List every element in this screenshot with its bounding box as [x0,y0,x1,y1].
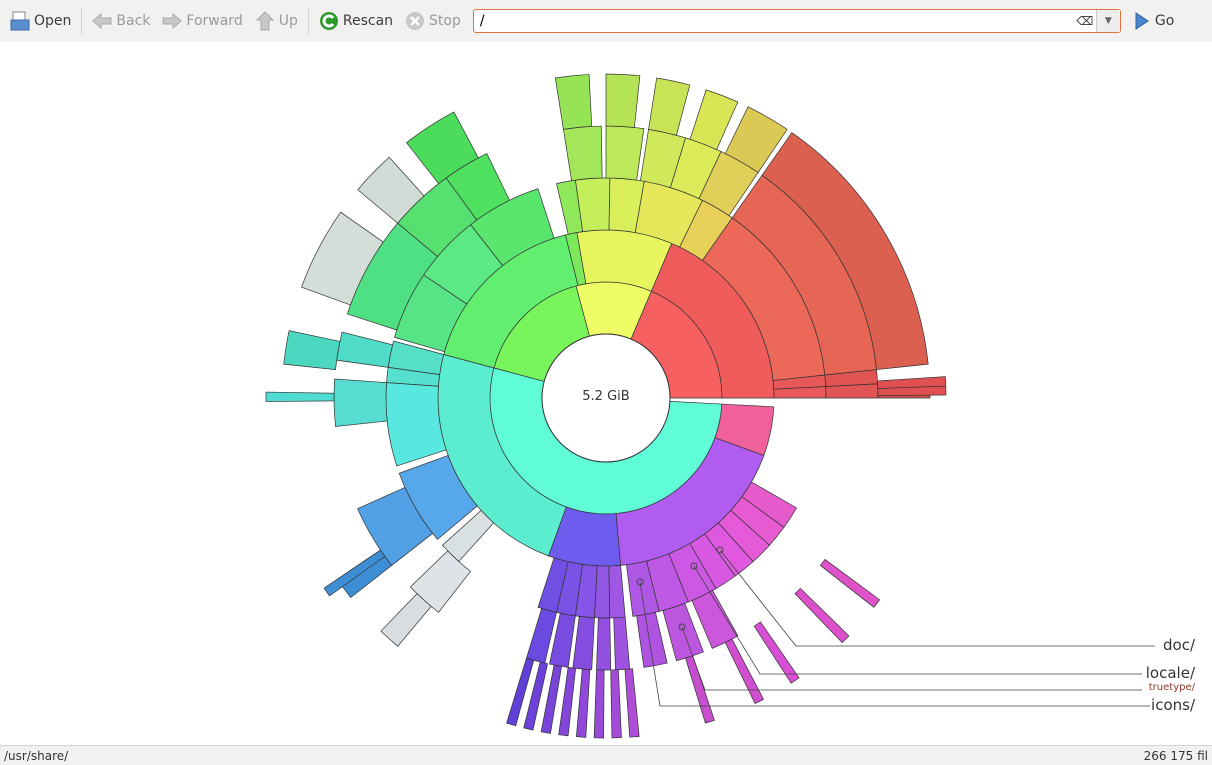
stop-icon [405,11,425,31]
ring-segment[interactable] [554,74,593,130]
ring-segment[interactable] [594,565,611,619]
label-icons[interactable]: icons/ [1151,696,1195,714]
rescan-button[interactable]: Rescan [313,5,399,37]
ring-segment[interactable] [613,616,631,671]
ring-segment[interactable] [265,391,335,402]
ring-segment[interactable] [662,602,704,662]
ring-segment[interactable] [714,403,775,456]
ring-segment[interactable] [648,77,691,136]
ring-segment[interactable] [593,669,605,739]
ring-segment[interactable] [685,655,715,724]
label-anchor [690,562,698,570]
status-bar: /usr/share/ 266 175 fil [0,745,1212,765]
ring-segment[interactable] [605,73,641,128]
status-path: /usr/share/ [4,749,69,763]
ring-segment[interactable] [724,638,764,705]
ring-segment[interactable] [346,222,438,331]
forward-label: Forward [186,13,243,29]
ring-segment[interactable] [357,156,425,224]
ring-segment[interactable] [323,549,386,597]
ring-segment[interactable] [540,664,562,734]
ring-segment[interactable] [333,378,388,427]
ring-segment[interactable] [877,376,947,389]
ring-segment[interactable] [575,668,591,738]
toolbar: Open Back Forward Up Rescan Stop ⌫ ▼ Go [0,0,1212,42]
ring-segment[interactable] [301,211,384,306]
open-label: Open [34,13,72,29]
label-leader-line [719,549,1155,647]
ring-segment[interactable] [409,550,472,613]
back-label: Back [116,13,151,29]
up-label: Up [278,13,298,29]
stop-label: Stop [429,13,461,29]
chevron-down-icon[interactable]: ▼ [1095,10,1120,32]
ring-segment[interactable] [572,615,595,670]
rescan-label: Rescan [342,13,394,29]
refresh-icon [319,11,339,31]
label-anchor [716,546,724,554]
label-truetype[interactable]: truetype/ [1148,682,1195,693]
arrow-left-icon [92,11,112,31]
separator [307,8,309,34]
ring-segment[interactable] [689,89,739,150]
ring-segment[interactable] [610,669,622,739]
ring-segment[interactable] [608,564,626,619]
ring-segment[interactable] [636,611,668,668]
ring-segment[interactable] [741,481,798,528]
ring-segment[interactable] [385,382,447,467]
ring-chart-svg[interactable] [0,42,1212,745]
label-anchor [636,578,644,586]
separator [81,8,83,34]
ring-segment[interactable] [753,621,800,684]
ring-segment[interactable] [596,617,612,671]
ring-segment[interactable] [398,455,478,540]
label-leader-line [639,581,1150,707]
ring-segment[interactable] [406,111,479,185]
clear-icon[interactable]: ⌫ [1076,14,1094,28]
stop-button[interactable]: Stop [399,5,467,37]
location-field: ⌫ ▼ [472,9,1121,33]
go-button[interactable]: Go [1125,5,1180,37]
label-anchor [678,623,686,631]
go-icon [1131,11,1151,31]
ring-segment[interactable] [794,587,850,644]
up-button[interactable]: Up [249,5,304,37]
location-input[interactable] [473,11,1074,31]
open-icon [10,11,30,31]
forward-button[interactable]: Forward [156,5,248,37]
ring-segment[interactable] [283,330,341,370]
ring-segment[interactable] [605,125,645,181]
ring-segment[interactable] [506,657,535,727]
ring-segment[interactable] [724,106,788,173]
status-count: 266 175 fil [1143,749,1208,763]
ring-segment[interactable] [336,331,393,368]
ring-segment[interactable] [563,125,603,182]
ring-segment[interactable] [761,132,929,370]
back-button[interactable]: Back [86,5,156,37]
go-label: Go [1154,13,1175,29]
ring-segment[interactable] [819,558,881,608]
arrow-up-icon [255,11,275,31]
ring-segment[interactable] [523,661,549,731]
arrow-right-icon [162,11,183,31]
open-button[interactable]: Open [4,5,77,37]
label-locale[interactable]: locale/ [1145,664,1195,682]
ring-segment[interactable] [691,589,739,649]
center-circle[interactable] [541,333,671,463]
ring-segment[interactable] [624,668,640,738]
label-leader-line [693,565,1142,675]
center-total-size: 5.2 GiB [582,389,630,404]
ring-chart[interactable]: doc/ locale/ truetype/ icons/ 5.2 GiB [0,42,1212,745]
label-leader-line [681,626,1142,691]
label-doc[interactable]: doc/ [1163,636,1195,654]
ring-segment[interactable] [558,666,577,737]
ring-segment[interactable] [380,593,432,647]
